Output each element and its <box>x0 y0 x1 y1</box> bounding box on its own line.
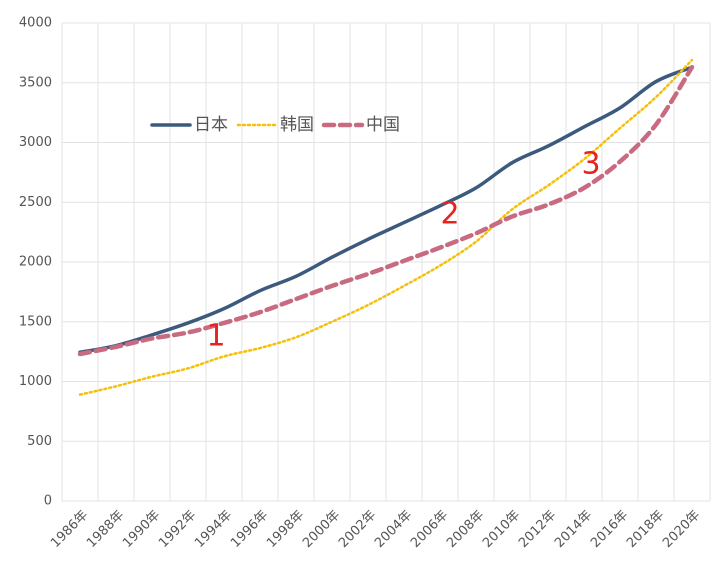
x-tick-label: 1994年 <box>192 508 235 551</box>
y-tick-label: 0 <box>44 494 52 509</box>
x-tick-label: 1988年 <box>84 508 127 551</box>
x-tick-label: 2016年 <box>588 508 631 551</box>
y-tick-label: 500 <box>27 434 52 449</box>
legend-label: 韩国 <box>280 115 314 135</box>
y-tick-label: 3500 <box>19 75 52 90</box>
x-tick-label: 2020年 <box>660 508 703 551</box>
x-tick-label: 1996年 <box>228 508 271 551</box>
y-tick-label: 2500 <box>19 195 52 210</box>
line-series <box>78 65 694 354</box>
annotation: 1 <box>206 319 225 354</box>
x-tick-label: 2008年 <box>444 508 487 551</box>
annotation: 3 <box>581 147 600 182</box>
x-tick-label: 1986年 <box>48 508 91 551</box>
y-tick-label: 3000 <box>19 135 52 150</box>
line-series <box>77 64 695 357</box>
x-tick-label: 2000年 <box>300 508 343 551</box>
y-tick-label: 1500 <box>19 314 52 329</box>
y-tick-label: 2000 <box>19 255 52 270</box>
x-tick-label: 1990年 <box>120 508 163 551</box>
x-tick-label: 1998年 <box>264 508 307 551</box>
line-series <box>78 58 694 396</box>
legend-label: 中国 <box>366 115 400 135</box>
y-tick-label: 4000 <box>19 16 52 31</box>
legend-label: 日本 <box>194 115 228 135</box>
x-tick-label: 2002年 <box>336 508 379 551</box>
x-tick-label: 2012年 <box>516 508 559 551</box>
x-tick-label: 2018年 <box>624 508 667 551</box>
y-tick-label: 1000 <box>19 374 52 389</box>
x-tick-label: 2006年 <box>408 508 451 551</box>
annotation: 2 <box>440 197 459 232</box>
x-tick-label: 2014年 <box>552 508 595 551</box>
x-tick-label: 1992年 <box>156 508 199 551</box>
x-tick-label: 2010年 <box>480 508 523 551</box>
x-tick-label: 2004年 <box>372 508 415 551</box>
